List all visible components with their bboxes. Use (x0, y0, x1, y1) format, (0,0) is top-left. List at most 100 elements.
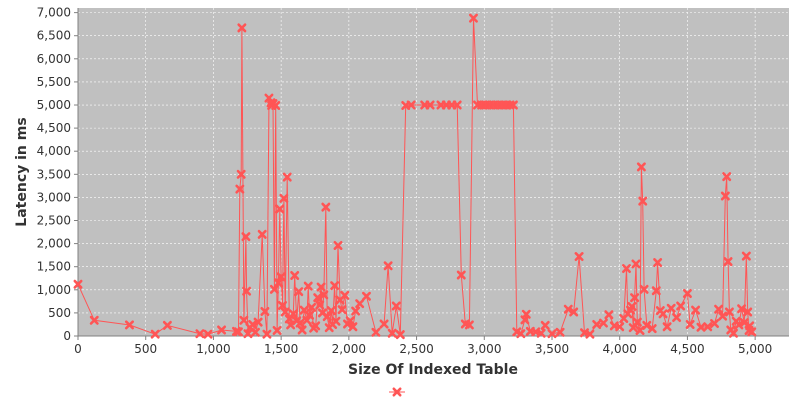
data-point-marker (203, 329, 213, 339)
data-point-marker (585, 329, 595, 339)
x-tick-label: 500 (134, 342, 157, 356)
data-point-marker (636, 162, 646, 172)
data-point-marker (696, 322, 706, 332)
data-point-marker (452, 100, 462, 110)
data-point-marker (124, 320, 134, 330)
data-point-marker (319, 290, 329, 300)
data-point-marker (747, 327, 757, 337)
data-point-marker (294, 287, 304, 297)
y-tick-label: 5,000 (37, 98, 71, 112)
x-tick-label: 1,000 (196, 342, 230, 356)
data-point-marker (257, 229, 267, 239)
data-point-marker (651, 286, 661, 296)
data-point-marker (73, 279, 83, 289)
data-point-marker (239, 315, 249, 325)
data-point-marker (302, 315, 312, 325)
x-axis-title: Size Of Indexed Table (348, 362, 518, 378)
data-point-marker (282, 172, 292, 182)
data-point-marker (395, 330, 405, 340)
data-point-marker (521, 309, 531, 319)
data-point-marker (682, 288, 692, 298)
x-tick-label: 0 (74, 342, 82, 356)
x-tick-label: 4,000 (603, 342, 637, 356)
data-point-marker (672, 313, 682, 323)
data-point-marker (638, 196, 648, 206)
data-point-marker (288, 309, 298, 319)
data-point-marker (269, 284, 279, 294)
data-point-marker (315, 300, 325, 310)
data-point-marker (290, 270, 300, 280)
data-point-marker (632, 317, 642, 327)
data-point-marker (277, 301, 287, 311)
data-point-marker (658, 309, 668, 319)
data-point-marker (279, 193, 289, 203)
data-point-marker (391, 301, 401, 311)
data-point-marker (676, 301, 686, 311)
data-point-marker (468, 13, 478, 23)
data-point-marker (217, 325, 227, 335)
data-point-marker (387, 328, 397, 338)
y-tick-label: 3,000 (37, 190, 71, 204)
data-point-marker (340, 290, 350, 300)
data-point-marker (563, 304, 573, 314)
data-point-marker (297, 325, 307, 335)
y-tick-label: 5,500 (37, 75, 71, 89)
data-point-marker (592, 319, 602, 329)
data-point-marker (604, 310, 614, 320)
data-point-marker (639, 284, 649, 294)
y-axis-title: Latency in ms (14, 117, 30, 226)
data-point-marker (321, 202, 331, 212)
data-point-marker (286, 320, 296, 330)
data-point-marker (235, 184, 245, 194)
data-point-marker (250, 327, 260, 337)
data-point-marker (242, 286, 252, 296)
data-point-marker (722, 172, 732, 182)
y-tick-label: 1,500 (37, 260, 71, 274)
y-tick-label: 4,500 (37, 121, 71, 135)
y-tick-label: 2,500 (37, 214, 71, 228)
data-point-marker (508, 100, 518, 110)
data-point-marker (89, 315, 99, 325)
data-point-marker (241, 232, 251, 242)
data-point-marker (615, 322, 625, 332)
data-point-marker (536, 328, 546, 338)
data-point-marker (311, 321, 321, 331)
data-point-marker (691, 305, 701, 315)
data-point-marker (331, 316, 341, 326)
data-point-marker (326, 306, 336, 316)
y-tick-label: 500 (48, 306, 71, 320)
data-point-marker (569, 307, 579, 317)
data-point-marker (233, 327, 243, 337)
data-point-marker (718, 311, 728, 321)
data-point-marker (276, 272, 286, 282)
x-tick-label: 1,500 (264, 342, 298, 356)
x-tick-label: 3,000 (467, 342, 501, 356)
data-point-marker (710, 319, 720, 329)
y-tick-label: 4,000 (37, 144, 71, 158)
data-point-marker (723, 257, 733, 267)
plot-background (78, 8, 789, 336)
axes: 0 500 1,000 1,500 2,000 2,500 3,000 3,500 4,000 4… (37, 6, 789, 356)
data-point-marker (345, 316, 355, 326)
data-point-marker (598, 318, 608, 328)
x-tick-label: 2,500 (399, 342, 433, 356)
data-point-marker (237, 23, 247, 33)
data-point-marker (337, 305, 347, 315)
data-point-marker (262, 329, 272, 339)
data-point-marker (630, 293, 640, 303)
data-point-marker (714, 304, 724, 314)
data-point-marker (685, 319, 695, 329)
series-layer (73, 13, 757, 340)
data-point-marker (272, 325, 282, 335)
x-tick-label: 5,000 (738, 342, 772, 356)
y-tick-label: 1,000 (37, 283, 71, 297)
data-point-marker (516, 329, 526, 339)
data-point-marker (635, 325, 645, 335)
data-point-marker (555, 327, 565, 337)
data-point-marker (621, 264, 631, 274)
data-point-marker (743, 307, 753, 317)
data-point-marker (333, 240, 343, 250)
data-point-marker (703, 322, 713, 332)
data-point-marker (724, 307, 734, 317)
data-point-marker (464, 320, 474, 330)
